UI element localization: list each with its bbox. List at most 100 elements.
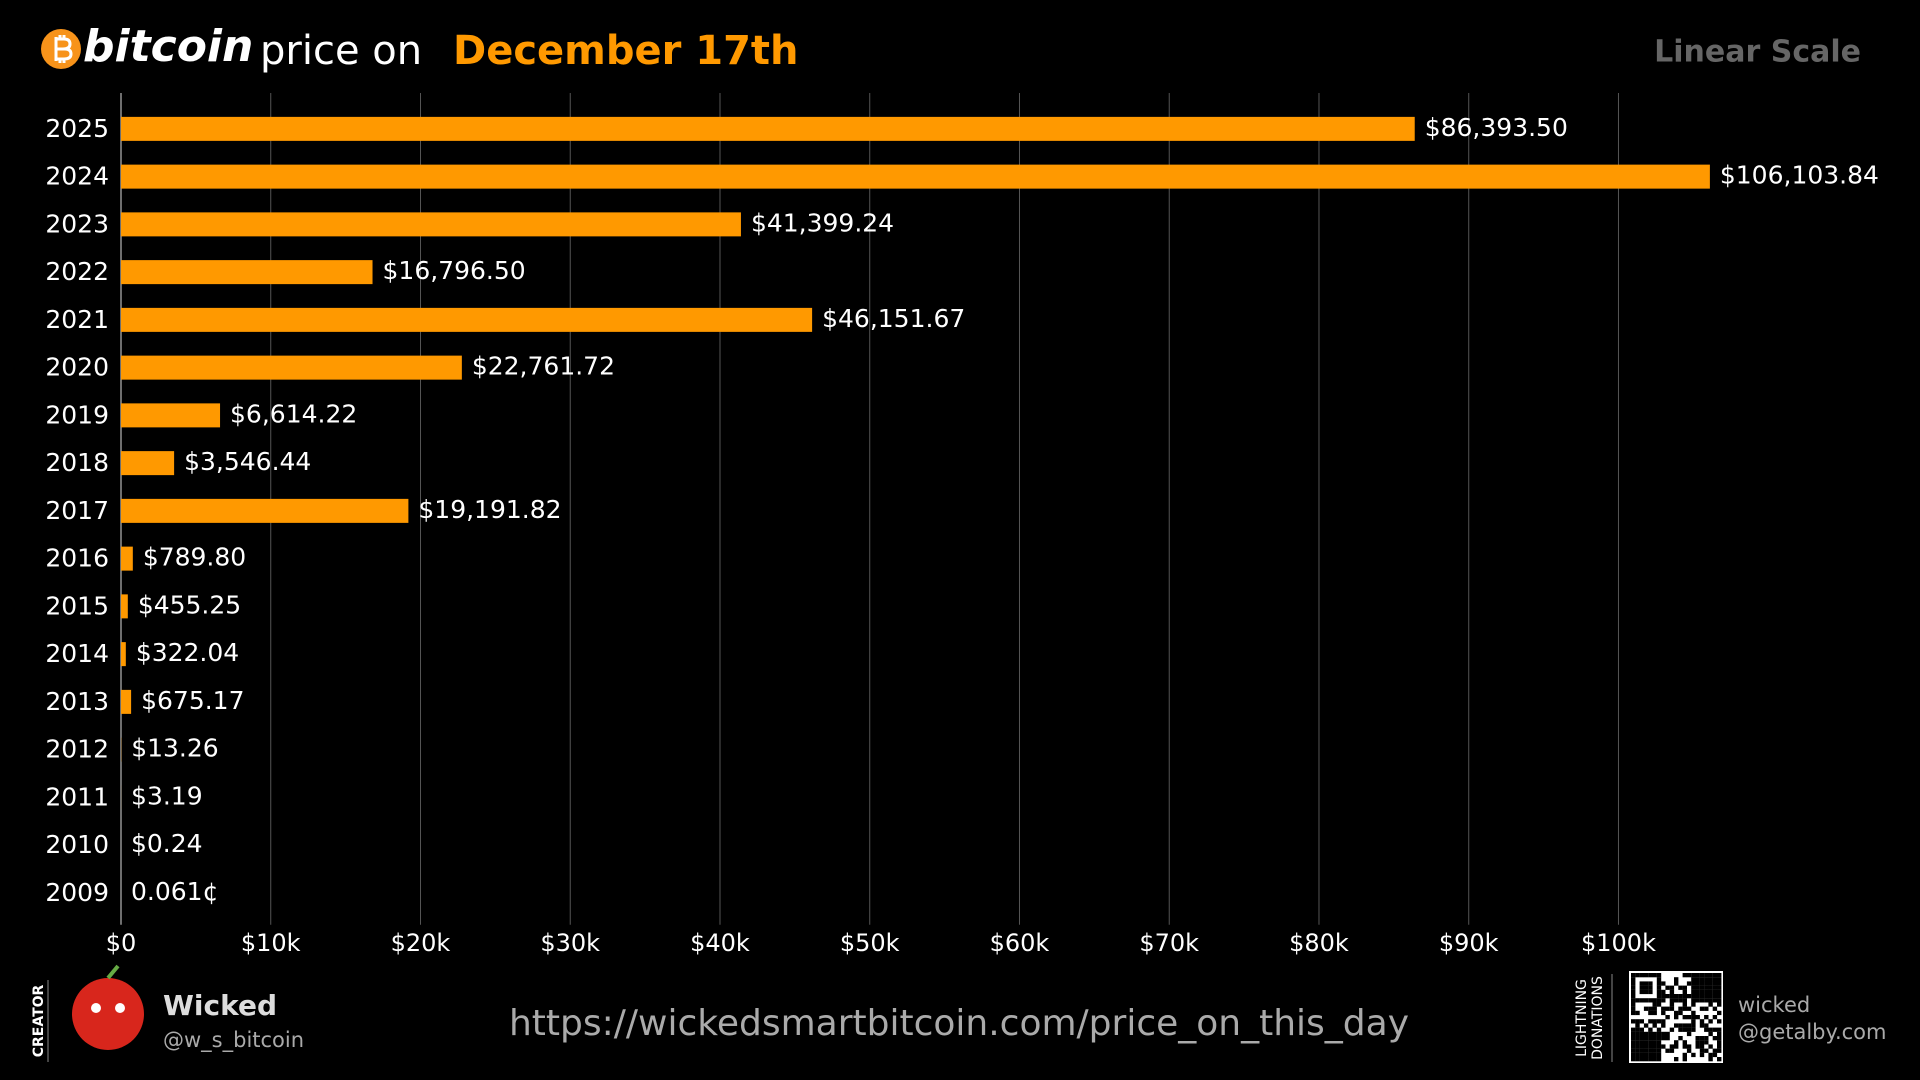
qr-module	[1712, 1006, 1718, 1011]
qr-module	[1699, 1006, 1705, 1011]
value-label: $19,191.82	[418, 495, 561, 524]
qr-module	[1695, 989, 1700, 995]
qr-module	[1691, 989, 1696, 995]
qr-module	[1708, 1027, 1713, 1032]
qr-module	[1631, 1040, 1636, 1045]
qr-module	[1699, 998, 1705, 1003]
qr-module	[1691, 977, 1696, 982]
y-tick-label: 2018	[45, 448, 109, 477]
qr-module	[1648, 981, 1653, 986]
qr-module	[1631, 1027, 1636, 1032]
lightning-domain: @getalby.com	[1738, 1020, 1886, 1044]
creator-avatar	[72, 978, 144, 1050]
qr-module	[1699, 989, 1705, 995]
y-tick-label: 2014	[45, 639, 109, 668]
qr-module	[1691, 1015, 1696, 1020]
qr-module	[1686, 994, 1692, 999]
qr-module	[1717, 977, 1722, 982]
qr-module	[1631, 985, 1636, 990]
donations-label: DONATIONS	[1590, 976, 1606, 1060]
qr-module	[1691, 998, 1696, 1003]
qr-module	[1661, 1019, 1666, 1024]
qr-module	[1704, 1006, 1709, 1011]
qr-module	[1686, 973, 1692, 978]
bar	[121, 403, 221, 428]
qr-module	[1643, 1036, 1649, 1041]
qr-module	[1708, 994, 1713, 999]
qr-module	[1665, 1036, 1670, 1041]
qr-module	[1708, 989, 1713, 995]
qr-module	[1686, 1044, 1692, 1049]
qr-module	[1631, 981, 1636, 986]
qr-module	[1674, 998, 1679, 1003]
qr-module	[1686, 1031, 1692, 1037]
qr-module	[1656, 1027, 1662, 1032]
x-tick-label: $60k	[990, 929, 1050, 957]
value-label: $3,546.44	[184, 447, 311, 476]
qr-module	[1708, 1044, 1713, 1049]
url[interactable]: https://wickedsmartbitcoin.com/price_on_…	[509, 1003, 1409, 1044]
qr-module	[1682, 998, 1687, 1003]
y-tick-label: 2009	[45, 878, 109, 907]
qr-module	[1686, 1006, 1692, 1011]
y-tick-label: 2015	[45, 591, 109, 620]
qr-module	[1661, 1031, 1666, 1037]
y-tick-label: 2010	[45, 830, 109, 859]
qr-module	[1635, 998, 1640, 1003]
qr-module	[1712, 977, 1718, 982]
x-tick-label: $30k	[540, 929, 600, 957]
qr-module	[1652, 1044, 1657, 1049]
qr-module	[1717, 1036, 1722, 1041]
qr-module	[1656, 981, 1662, 986]
qr-module	[1652, 1057, 1657, 1062]
qr-module	[1648, 1036, 1653, 1041]
qr-module	[1631, 1006, 1636, 1011]
qr-module	[1669, 1002, 1675, 1007]
qr-module	[1678, 1006, 1683, 1011]
qr-module	[1631, 1048, 1636, 1053]
qr-module	[1635, 1027, 1640, 1032]
qr-module	[1661, 1023, 1666, 1028]
qr-module	[1708, 977, 1713, 982]
qr-module	[1635, 973, 1640, 978]
qr-module	[1704, 1048, 1709, 1053]
qr-module	[1631, 973, 1636, 978]
qr-module	[1717, 973, 1722, 978]
qr-module	[1669, 994, 1675, 999]
qr-module	[1652, 1048, 1657, 1053]
qr-module	[1682, 1023, 1687, 1028]
qr-module	[1708, 1031, 1713, 1037]
qr-module	[1704, 973, 1709, 978]
qr-module	[1708, 973, 1713, 978]
qr-module	[1704, 998, 1709, 1003]
qr-module	[1682, 1002, 1687, 1007]
qr-module	[1639, 1019, 1644, 1024]
qr-module	[1708, 981, 1713, 986]
qr-module	[1648, 1006, 1653, 1011]
qr-module	[1674, 1057, 1679, 1062]
y-tick-label: 2016	[45, 544, 109, 573]
y-tick-label: 2020	[45, 353, 109, 382]
qr-module	[1695, 1040, 1700, 1045]
qr-module	[1695, 981, 1700, 986]
qr-module	[1631, 1052, 1636, 1058]
y-tick-label: 2024	[45, 162, 109, 191]
value-label: $41,399.24	[751, 208, 894, 237]
value-label: $106,103.84	[1720, 161, 1879, 190]
qr-module	[1648, 1019, 1653, 1024]
qr-module	[1669, 998, 1675, 1003]
qr-module	[1678, 998, 1683, 1003]
qr-module	[1639, 1057, 1644, 1062]
qr-module	[1669, 985, 1675, 990]
qr-module	[1682, 1057, 1687, 1062]
qr-module	[1704, 1023, 1709, 1028]
value-label: $86,393.50	[1425, 113, 1568, 142]
qr-module	[1678, 1010, 1683, 1016]
qr-code[interactable]	[1629, 971, 1723, 1063]
qr-module	[1708, 985, 1713, 990]
bar	[121, 689, 132, 714]
qr-module	[1686, 1015, 1692, 1020]
qr-module	[1682, 1006, 1687, 1011]
qr-module	[1661, 994, 1666, 999]
